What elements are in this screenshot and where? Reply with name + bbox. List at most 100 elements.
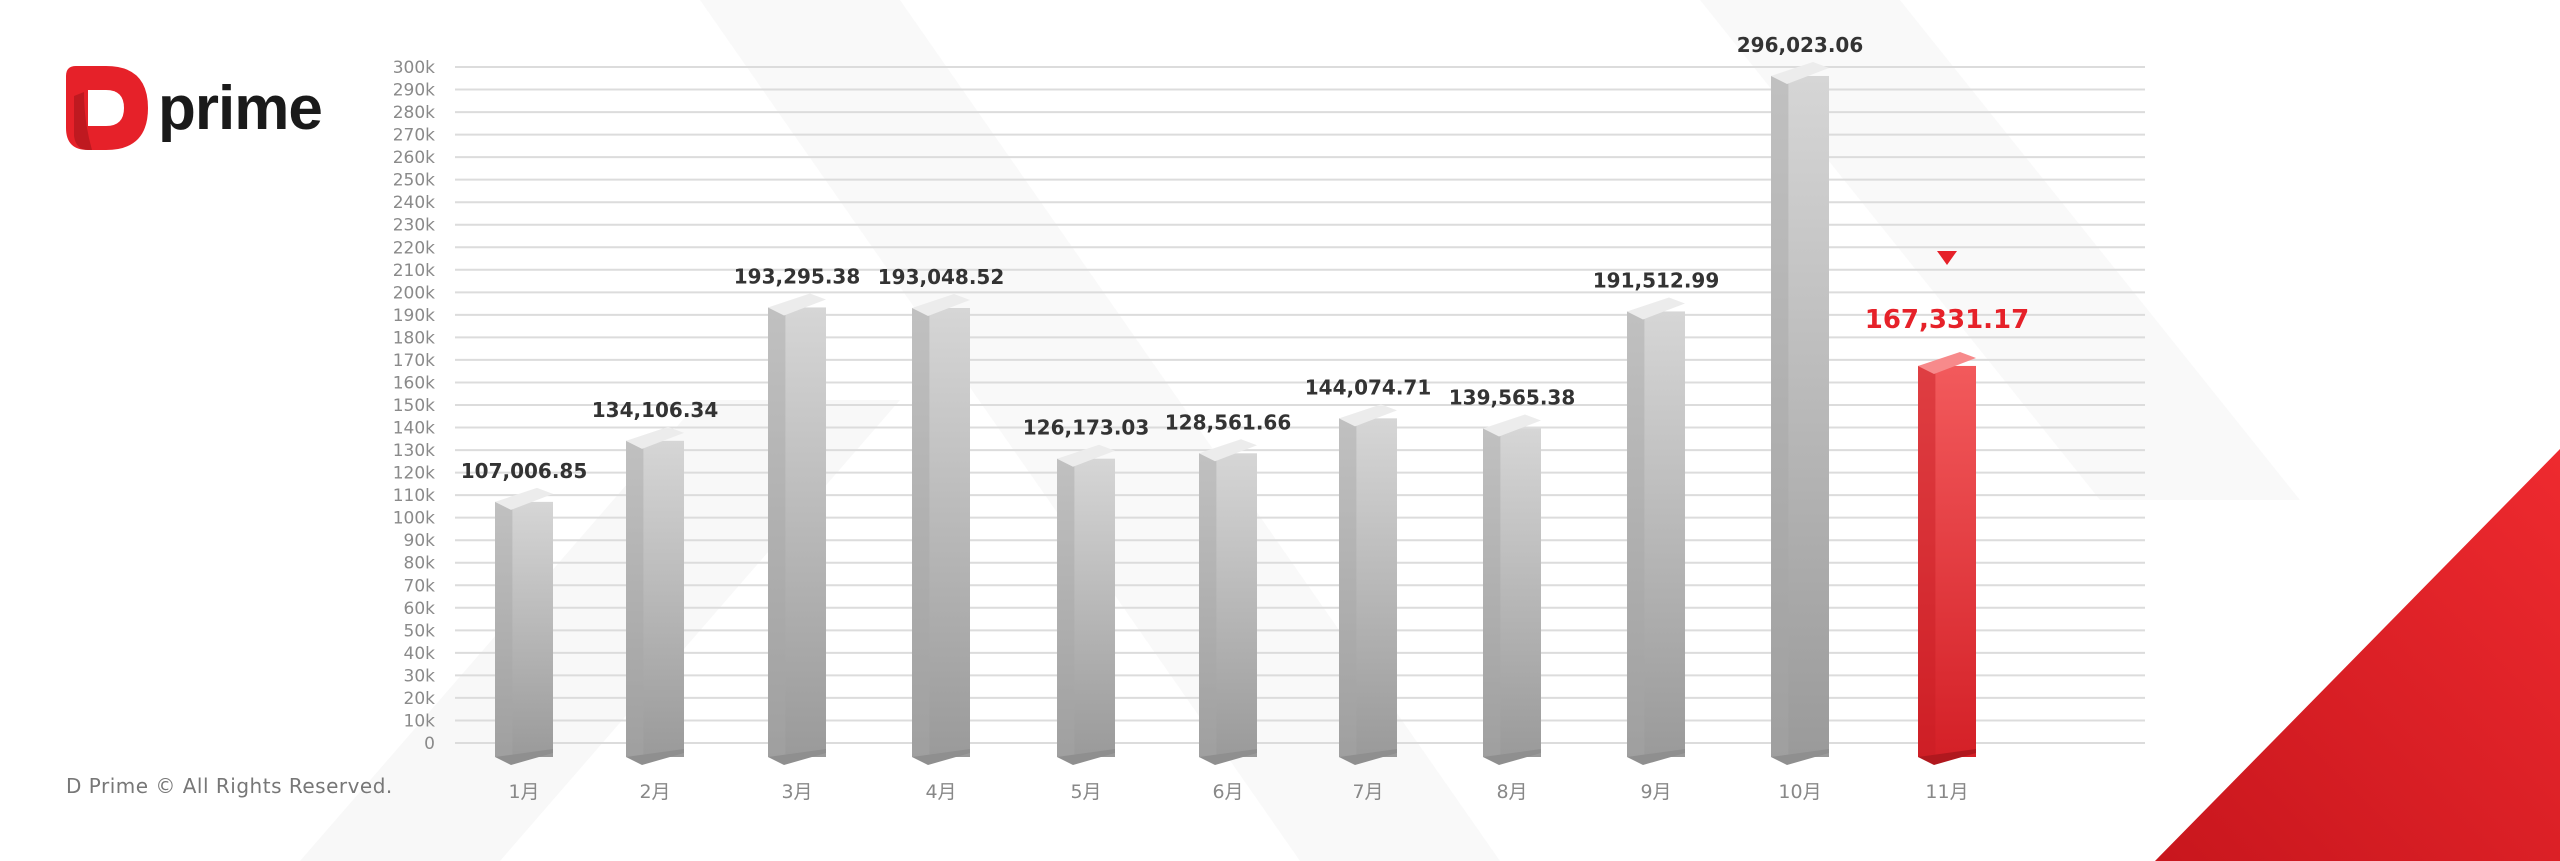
- y-tick-label: 240k: [393, 193, 435, 213]
- data-label: 296,023.06: [1737, 33, 1864, 57]
- bar-base: [1627, 749, 1685, 765]
- x-tick-label: 4月: [925, 781, 956, 803]
- bar-top: [1483, 414, 1541, 437]
- bar-side: [912, 307, 930, 757]
- x-tick-label: 2月: [639, 781, 670, 803]
- bar-base: [1483, 749, 1541, 765]
- x-tick-label: 7月: [1352, 781, 1383, 803]
- bar-side: [768, 307, 786, 757]
- y-tick-label: 250k: [393, 171, 435, 191]
- bar-9: [1627, 297, 1685, 765]
- bar-6: [1199, 439, 1257, 765]
- bar-top: [1199, 439, 1257, 462]
- bar-base: [1339, 749, 1397, 765]
- bar-body: [1771, 75, 1829, 758]
- bar-base: [1918, 749, 1976, 765]
- y-tick-label: 60k: [404, 599, 436, 619]
- bar-body: [1483, 428, 1541, 757]
- y-tick-label: 290k: [393, 81, 435, 101]
- y-tick-label: 150k: [393, 396, 435, 416]
- bar-body: [1627, 311, 1685, 757]
- bar-body: [1199, 453, 1257, 757]
- bar-side: [1339, 418, 1357, 757]
- data-label: 126,173.03: [1023, 416, 1150, 440]
- y-tick-label: 160k: [393, 373, 435, 393]
- data-label: 128,561.66: [1165, 410, 1292, 434]
- copyright-text: D Prime © All Rights Reserved.: [66, 774, 393, 798]
- y-tick-label: 300k: [393, 58, 435, 78]
- data-label: 144,074.71: [1305, 375, 1432, 399]
- y-tick-label: 230k: [393, 216, 435, 236]
- x-tick-label: 1月: [508, 781, 539, 803]
- bar-11: [1918, 351, 1976, 765]
- red-corner-decoration: [2155, 449, 2560, 861]
- bar-3: [768, 293, 826, 765]
- y-tick-label: 200k: [393, 283, 435, 303]
- y-tick-label: 80k: [404, 554, 436, 574]
- data-label: 107,006.85: [461, 459, 588, 483]
- y-tick-label: 20k: [404, 689, 436, 709]
- bar-side: [1057, 458, 1075, 757]
- bar-side: [1771, 75, 1789, 758]
- bar-top: [912, 293, 970, 316]
- data-label: 193,295.38: [734, 264, 861, 288]
- bar-body: [626, 440, 684, 757]
- brand-name: prime: [158, 73, 323, 143]
- bar-side: [1483, 428, 1501, 757]
- y-tick-label: 10k: [404, 711, 436, 731]
- y-tick-label: 170k: [393, 351, 435, 371]
- data-label: 139,565.38: [1449, 386, 1576, 410]
- brand-logo: prime: [66, 66, 323, 150]
- bar-10: [1771, 61, 1829, 765]
- y-tick-label: 190k: [393, 306, 435, 326]
- y-tick-label: 120k: [393, 464, 435, 484]
- y-tick-label: 260k: [393, 148, 435, 168]
- y-tick-label: 70k: [404, 576, 436, 596]
- bar-side: [626, 440, 644, 757]
- highlight-marker-icon: [1937, 250, 1957, 265]
- bar-base: [1057, 749, 1115, 765]
- bar-1: [495, 487, 553, 765]
- bar-top: [1057, 444, 1115, 467]
- bar-base: [912, 749, 970, 765]
- bar-top: [1627, 297, 1685, 320]
- bar-body: [768, 307, 826, 757]
- y-tick-label: 130k: [393, 441, 435, 461]
- bar-top: [495, 487, 553, 510]
- bar-base: [768, 749, 826, 765]
- bar-top: [626, 426, 684, 449]
- y-tick-label: 110k: [393, 486, 435, 506]
- y-tick-label: 100k: [393, 509, 435, 529]
- x-tick-label: 11月: [1925, 781, 1968, 803]
- bar-top: [768, 293, 826, 316]
- data-label: 193,048.52: [878, 265, 1005, 289]
- y-tick-label: 210k: [393, 261, 435, 281]
- bar-top: [1918, 351, 1976, 374]
- bar-base: [626, 749, 684, 765]
- y-tick-label: 40k: [404, 644, 436, 664]
- bar-body: [912, 307, 970, 757]
- y-tick-label: 270k: [393, 126, 435, 146]
- y-tick-label: 50k: [404, 621, 436, 641]
- bar-side: [1918, 365, 1936, 757]
- bar-body: [1339, 418, 1397, 757]
- bar-8: [1483, 414, 1541, 765]
- data-label: 167,331.17: [1865, 305, 2029, 335]
- bar-top: [1771, 61, 1829, 84]
- y-tick-label: 220k: [393, 238, 435, 258]
- bar-4: [912, 293, 970, 765]
- bar-5: [1057, 444, 1115, 765]
- y-tick-label: 30k: [404, 666, 436, 686]
- bar-base: [1771, 749, 1829, 765]
- bar-2: [626, 426, 684, 765]
- bar-base: [1199, 749, 1257, 765]
- bar-base: [495, 749, 553, 765]
- y-tick-label: 280k: [393, 103, 435, 123]
- x-tick-label: 5月: [1070, 781, 1101, 803]
- bar-7: [1339, 404, 1397, 765]
- y-tick-label: 140k: [393, 419, 435, 439]
- x-tick-label: 8月: [1496, 781, 1527, 803]
- bar-top: [1339, 404, 1397, 427]
- bar-side: [1627, 311, 1645, 757]
